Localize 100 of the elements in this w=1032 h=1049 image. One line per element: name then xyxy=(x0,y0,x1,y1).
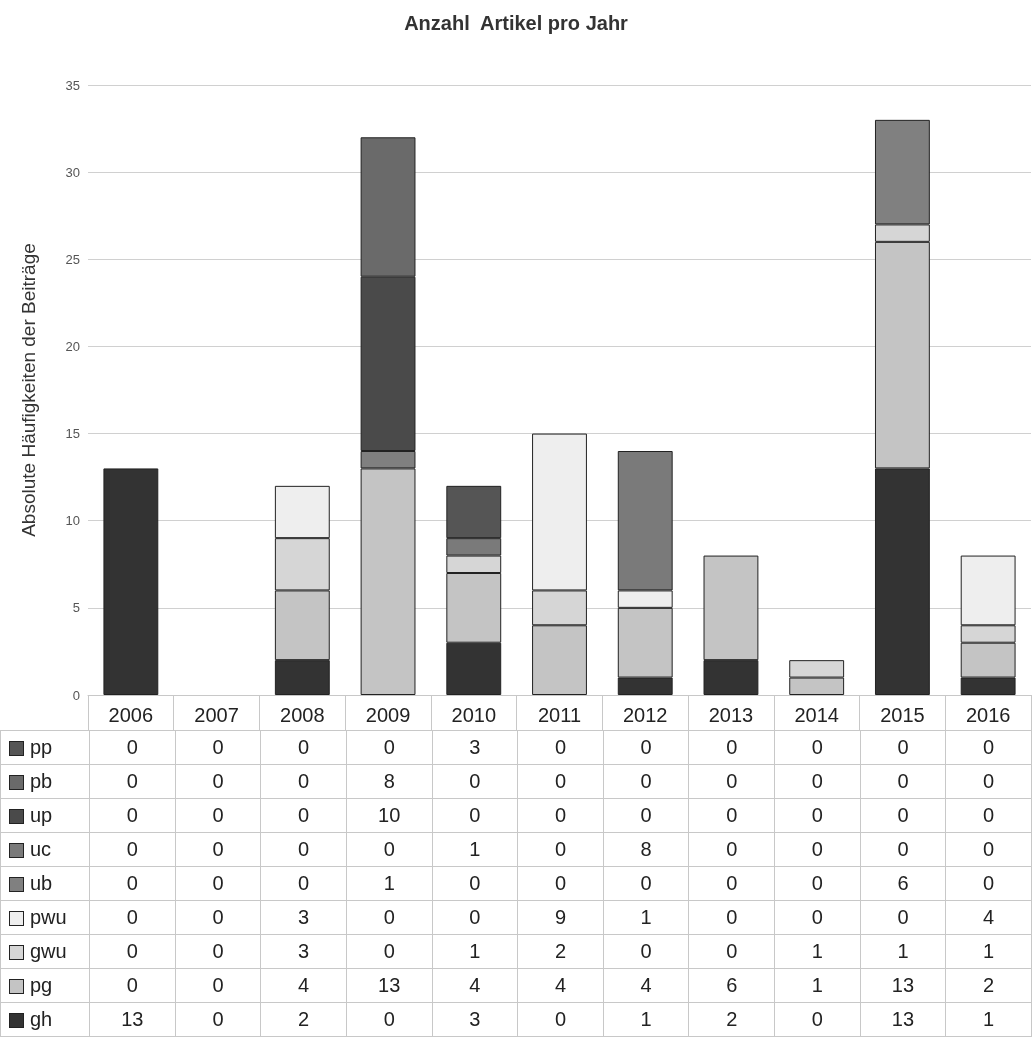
chart-title: Anzahl Artikel pro Jahr xyxy=(404,12,629,34)
data-label: 0 xyxy=(346,1002,432,1037)
legend-label: pb xyxy=(0,764,90,799)
data-label: 0 xyxy=(517,832,604,867)
data-label: 0 xyxy=(688,730,775,765)
data-label: 0 xyxy=(346,934,432,969)
data-label: 2 xyxy=(688,1002,775,1037)
legend-label: ub xyxy=(0,866,90,901)
data-label: 0 xyxy=(346,730,432,765)
y-tick-label: 5 xyxy=(72,600,80,616)
data-label: 0 xyxy=(432,866,518,901)
legend-label: gh xyxy=(0,1002,90,1037)
data-label: 0 xyxy=(517,866,604,901)
data-label: 1 xyxy=(432,832,518,867)
x-tick-label: 2009 xyxy=(365,704,411,726)
data-label: 0 xyxy=(774,866,861,901)
data-label: 1 xyxy=(945,1002,1032,1037)
y-tick-label: 30 xyxy=(65,164,80,180)
x-tick-label: 2008 xyxy=(280,704,325,726)
data-label: 13 xyxy=(89,1002,176,1037)
data-label: 0 xyxy=(175,832,261,867)
x-tick-label: 2006 xyxy=(108,704,154,726)
y-axis-title: Absolute Häufigkeiten der Beiträge xyxy=(18,243,39,537)
data-label: 1 xyxy=(774,968,861,1003)
data-label: 0 xyxy=(774,764,861,799)
data-label: 0 xyxy=(603,798,689,833)
data-label: 3 xyxy=(260,900,347,935)
data-label: 1 xyxy=(860,934,946,969)
data-label: 6 xyxy=(860,866,946,901)
x-tick-label: 2010 xyxy=(451,704,497,726)
data-label: 0 xyxy=(603,866,689,901)
legend-label: pp xyxy=(0,730,90,765)
data-label: 0 xyxy=(945,866,1032,901)
x-tick-label: 2015 xyxy=(880,704,925,726)
data-label: 0 xyxy=(688,764,775,799)
data-label: 0 xyxy=(774,900,861,935)
data-label: 0 xyxy=(945,798,1032,833)
data-label: 0 xyxy=(688,934,775,969)
data-label: 0 xyxy=(175,764,261,799)
y-tick-label: 10 xyxy=(65,513,80,529)
data-label: 3 xyxy=(432,1002,518,1037)
data-label: 0 xyxy=(603,764,689,799)
data-label: 0 xyxy=(260,730,347,765)
y-tick-label: 25 xyxy=(65,251,80,267)
legend-label: pwu xyxy=(0,900,90,935)
data-label: 2 xyxy=(945,968,1032,1003)
data-label: 0 xyxy=(175,798,261,833)
data-label: 6 xyxy=(688,968,775,1003)
data-label: 0 xyxy=(346,900,432,935)
x-tick-label: 2013 xyxy=(708,704,754,726)
data-label: 13 xyxy=(860,1002,946,1037)
data-label: 0 xyxy=(688,832,775,867)
data-label: 8 xyxy=(346,764,432,799)
data-label: 0 xyxy=(860,764,946,799)
data-label: 0 xyxy=(945,832,1032,867)
data-label: 0 xyxy=(432,900,518,935)
data-label: 0 xyxy=(603,730,689,765)
bar xyxy=(103,468,159,695)
y-tick-label: 15 xyxy=(65,426,80,442)
data-label: 2 xyxy=(517,934,604,969)
data-label: 4 xyxy=(603,968,689,1003)
data-label: 0 xyxy=(517,798,604,833)
data-label: 0 xyxy=(260,832,347,867)
data-label: 0 xyxy=(517,764,604,799)
data-label: 8 xyxy=(603,832,689,867)
data-label: 0 xyxy=(346,832,432,867)
legend-label: pg xyxy=(0,968,90,1003)
data-label: 9 xyxy=(517,900,604,935)
data-label: 0 xyxy=(774,832,861,867)
y-tick-label: 20 xyxy=(65,338,80,354)
x-tick-label: 2007 xyxy=(194,704,239,726)
data-label: 0 xyxy=(860,798,946,833)
x-tick-label: 2014 xyxy=(794,704,839,726)
x-tick-label: 2012 xyxy=(622,704,668,726)
data-label: 0 xyxy=(517,730,604,765)
data-label: 0 xyxy=(860,900,946,935)
data-label: 0 xyxy=(688,798,775,833)
data-label: 2 xyxy=(260,1002,347,1037)
data-label: 4 xyxy=(260,968,347,1003)
data-label: 0 xyxy=(432,798,518,833)
data-label: 1 xyxy=(774,934,861,969)
x-tick-label: 2011 xyxy=(537,704,582,726)
data-label: 1 xyxy=(603,900,689,935)
data-label: 13 xyxy=(860,968,946,1003)
x-tick-label: 2016 xyxy=(965,704,1011,726)
data-label: 1 xyxy=(945,934,1032,969)
data-label: 3 xyxy=(260,934,347,969)
data-label: 0 xyxy=(260,866,347,901)
legend-label: gwu xyxy=(0,934,90,969)
data-label: 4 xyxy=(517,968,604,1003)
legend-label: uc xyxy=(0,832,90,867)
data-label: 0 xyxy=(260,798,347,833)
data-label: 0 xyxy=(432,764,518,799)
data-label: 0 xyxy=(774,730,861,765)
data-label: 4 xyxy=(945,900,1032,935)
data-label: 13 xyxy=(346,968,432,1003)
data-label: 4 xyxy=(432,968,518,1003)
data-label: 0 xyxy=(175,968,261,1003)
data-label: 0 xyxy=(774,798,861,833)
y-tick-label: 35 xyxy=(65,77,80,93)
